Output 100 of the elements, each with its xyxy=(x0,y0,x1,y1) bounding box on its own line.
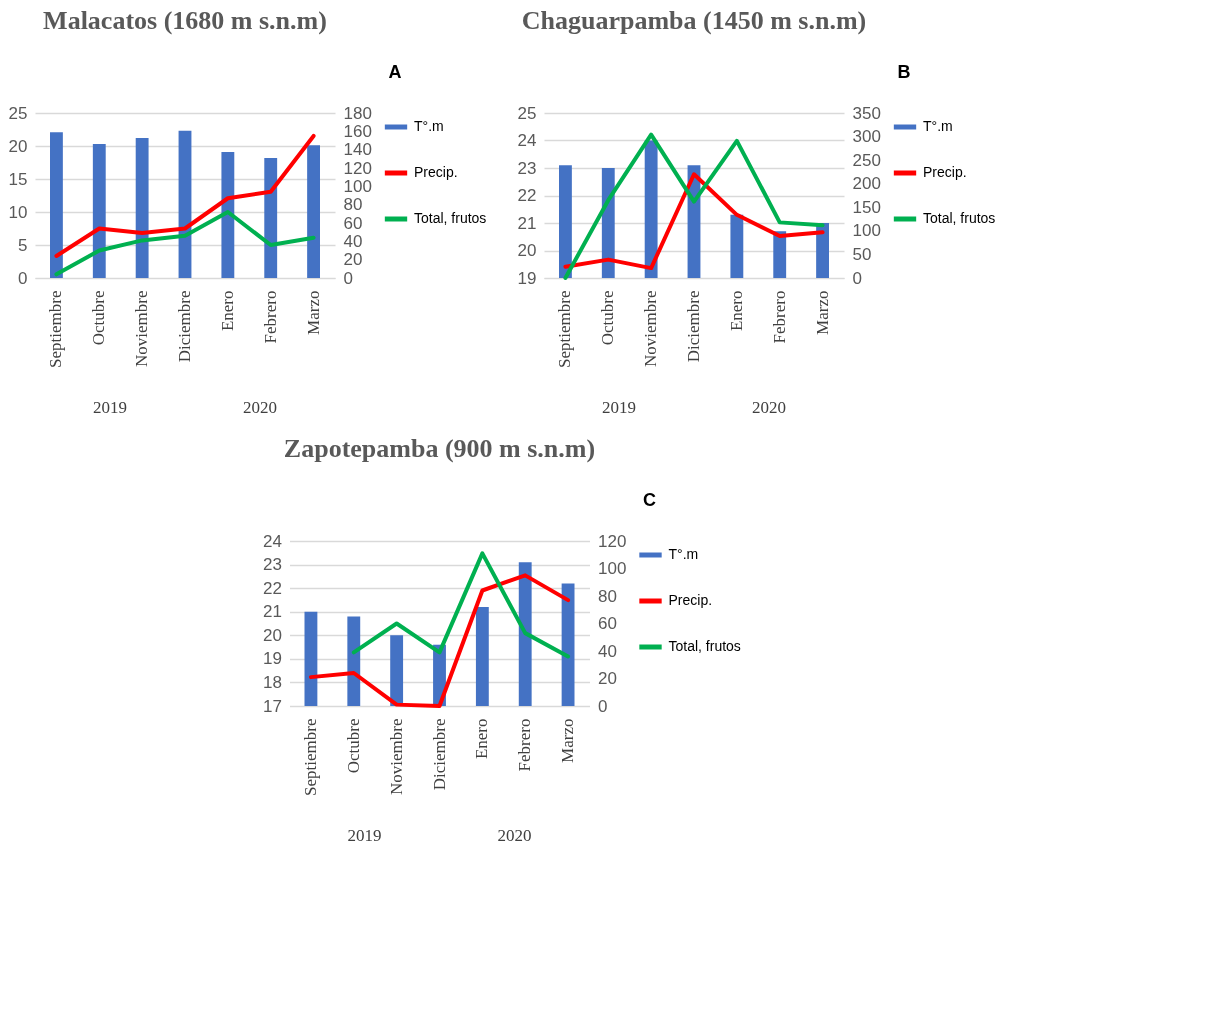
x-tick-label: Marzo xyxy=(558,718,578,763)
text: 2019 xyxy=(602,398,636,417)
x-tick-label: Septiembre xyxy=(555,290,575,368)
y-tick-label: 18 xyxy=(263,672,282,692)
y2-tick-label: 160 xyxy=(343,121,372,141)
y-tick-label: 24 xyxy=(263,531,282,551)
y-tick-label: 24 xyxy=(517,131,537,150)
x-tick-label: Marzo xyxy=(303,290,323,335)
y2-tick-label: 40 xyxy=(598,641,617,661)
text: 2019 xyxy=(93,398,127,417)
legend-label: Precip. xyxy=(923,164,967,180)
text: 2020 xyxy=(497,826,532,845)
y2-tick-label: 120 xyxy=(343,158,372,178)
y-tick-label: 22 xyxy=(517,186,537,205)
y2-tick-label: 140 xyxy=(343,140,372,160)
bar xyxy=(92,144,106,278)
x-tick-label: Noviembre xyxy=(386,718,406,795)
y-tick-label: 23 xyxy=(263,555,282,575)
y2-tick-label: 300 xyxy=(852,127,881,147)
chart-title: Chaguarpamba (1450 m s.n.m) xyxy=(521,6,867,35)
x-tick-label: Febrero xyxy=(769,290,789,344)
y2-tick-label: 0 xyxy=(343,268,353,288)
legend-label: Precip. xyxy=(414,164,458,180)
y2-tick-label: 250 xyxy=(852,150,881,170)
x-tick-label: Diciembre xyxy=(684,290,703,363)
line-series xyxy=(54,133,316,258)
line-series xyxy=(351,551,571,659)
y2-tick-label: 20 xyxy=(598,669,617,688)
y2-tick-label: 100 xyxy=(598,559,627,578)
y-tick-label: 21 xyxy=(263,602,282,622)
text: 2020 xyxy=(243,398,277,417)
y-tick-label: 15 xyxy=(8,169,28,189)
y-tick-label: 5 xyxy=(18,235,28,255)
x-tick-label: Diciembre xyxy=(175,290,194,363)
x-tick-label: Octubre xyxy=(89,290,109,346)
y-tick-label: 25 xyxy=(8,103,28,123)
text: C xyxy=(643,490,656,510)
x-tick-label: Febrero xyxy=(515,718,535,772)
y2-tick-label: 80 xyxy=(343,195,363,215)
y-tick-label: 20 xyxy=(263,625,282,645)
x-tick-label: Diciembre xyxy=(429,718,449,791)
y2-tick-label: 60 xyxy=(598,614,617,633)
x-tick-label: Noviembre xyxy=(132,290,152,367)
legend-label: T°.m xyxy=(668,546,699,562)
legend-label: T°.m xyxy=(414,118,444,134)
chart-title: Malacatos (1680 m s.n.m) xyxy=(43,6,327,35)
y2-tick-label: 100 xyxy=(852,221,881,241)
bar xyxy=(135,138,149,278)
y-tick-label: 25 xyxy=(517,103,537,123)
bar xyxy=(307,145,320,278)
text: A xyxy=(388,62,402,82)
line-series xyxy=(308,573,571,708)
y-tick-label: 20 xyxy=(517,241,537,260)
y2-tick-label: 20 xyxy=(343,250,363,270)
y2-tick-label: 60 xyxy=(343,213,363,233)
y2-tick-label: 120 xyxy=(598,531,627,551)
y2-tick-label: 350 xyxy=(852,103,881,123)
x-tick-label: Enero xyxy=(472,718,492,760)
y2-tick-label: 100 xyxy=(343,176,372,196)
x-tick-label: Marzo xyxy=(812,290,832,335)
y2-tick-label: 180 xyxy=(343,103,372,123)
legend-label: Total, frutos xyxy=(923,210,996,226)
legend-label: Total, frutos xyxy=(414,210,487,226)
y-tick-label: 23 xyxy=(517,158,537,178)
y-tick-label: 20 xyxy=(8,136,28,156)
x-tick-label: Octubre xyxy=(598,290,618,346)
text: B xyxy=(897,62,911,82)
bar xyxy=(221,151,235,278)
line-series xyxy=(563,172,825,271)
x-tick-label: Octubre xyxy=(343,718,363,774)
x-tick-label: Septiembre xyxy=(300,718,320,796)
y-tick-label: 10 xyxy=(8,202,28,222)
chart-title: Zapotepamba (900 m s.n.m) xyxy=(283,434,596,463)
x-tick-label: Febrero xyxy=(260,290,280,344)
legend-label: Precip. xyxy=(668,592,713,608)
y2-tick-label: 80 xyxy=(598,586,617,606)
y2-tick-label: 40 xyxy=(343,231,363,251)
y-tick-label: 0 xyxy=(18,268,28,288)
y2-tick-label: 0 xyxy=(852,268,862,288)
x-tick-label: Enero xyxy=(726,290,746,332)
x-tick-label: Noviembre xyxy=(641,290,661,367)
y2-tick-label: 200 xyxy=(852,174,881,194)
y2-tick-label: 150 xyxy=(852,197,881,217)
line-series xyxy=(54,210,316,277)
line-series xyxy=(563,132,825,280)
y-tick-label: 21 xyxy=(517,213,537,233)
x-tick-label: Septiembre xyxy=(46,290,66,368)
y-tick-label: 17 xyxy=(263,696,282,716)
bar xyxy=(50,132,63,278)
y-tick-label: 19 xyxy=(517,268,537,288)
legend-label: T°.m xyxy=(923,118,953,134)
x-tick-label: Enero xyxy=(217,290,237,332)
text: 2019 xyxy=(347,826,382,845)
y-tick-label: 19 xyxy=(263,649,282,669)
legend-label: Total, frutos xyxy=(668,638,741,654)
text: 2020 xyxy=(752,398,786,417)
y2-tick-label: 0 xyxy=(598,696,608,716)
bar xyxy=(264,157,278,278)
y2-tick-label: 50 xyxy=(852,244,872,264)
y-tick-label: 22 xyxy=(263,578,282,598)
